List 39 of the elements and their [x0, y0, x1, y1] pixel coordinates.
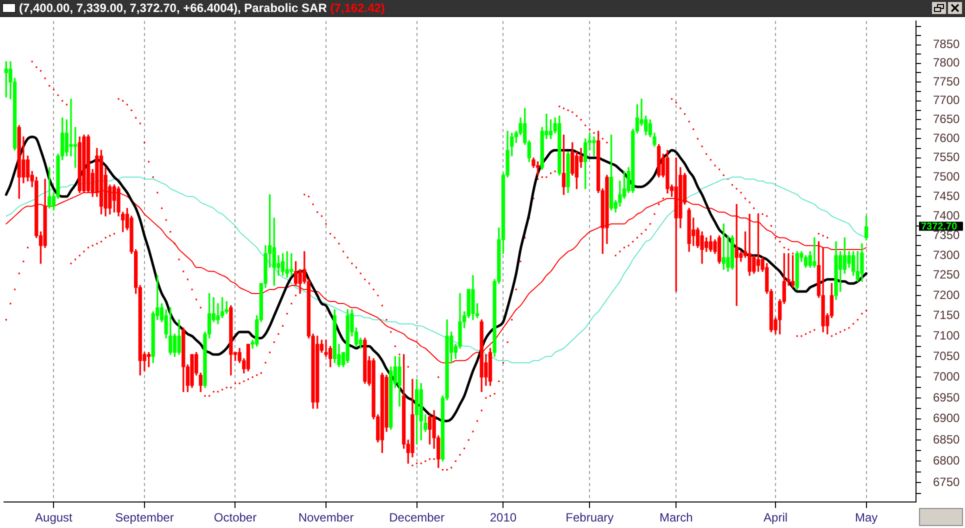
x-tick-label: August	[35, 510, 74, 525]
x-tick-label: December	[389, 510, 444, 525]
candlestick	[290, 253, 294, 276]
y-tick-label: 7600	[933, 131, 960, 146]
x-tick-label: 2010	[490, 510, 517, 525]
x-tick-label: February	[566, 510, 614, 525]
y-tick-label: 7450	[933, 188, 960, 203]
y-tick-label: 7300	[933, 248, 960, 262]
y-tick-label: 7700	[933, 93, 960, 108]
x-tick-label: October	[214, 510, 257, 525]
y-tick-label: 7250	[933, 268, 960, 282]
candlestick	[69, 98, 73, 156]
chart-title: (7,400.00, 7,339.00, 7,372.70, +66.4004), Parabolic SAR	[19, 1, 327, 15]
x-tick-label: May	[854, 510, 878, 525]
x-tick-label: March	[659, 510, 693, 525]
y-tick-label: 6850	[933, 432, 960, 446]
candlestick	[812, 237, 816, 268]
y-tick-label: 7850	[933, 37, 960, 52]
y-tick-label: 7400	[933, 208, 960, 222]
y-tick-label: 7750	[933, 74, 960, 88]
chart-subtitle: (7,162.42)	[330, 1, 385, 15]
y-tick-label: 6800	[933, 454, 960, 468]
x-tick-label: November	[298, 510, 354, 525]
y-tick-label: 7100	[933, 328, 960, 342]
x-tick-label: April	[764, 510, 788, 525]
y-tick-label: 7000	[933, 369, 960, 384]
candlestick	[592, 136, 596, 156]
y-tick-label: 7550	[933, 150, 960, 164]
y-tick-label: 6950	[933, 390, 960, 404]
y-tick-label: 7150	[933, 308, 960, 322]
y-tick-label: 7200	[933, 288, 960, 302]
y-tick-label: 6750	[933, 474, 960, 489]
y-tick-label: 6900	[933, 411, 960, 426]
y-tick-label: 7050	[933, 348, 960, 363]
y-tick-label: 7800	[933, 56, 960, 70]
y-tick-label: 7650	[933, 112, 960, 126]
y-tick-label: 7500	[933, 169, 960, 184]
candlestick	[324, 340, 328, 357]
x-tick-label: September	[115, 510, 174, 525]
